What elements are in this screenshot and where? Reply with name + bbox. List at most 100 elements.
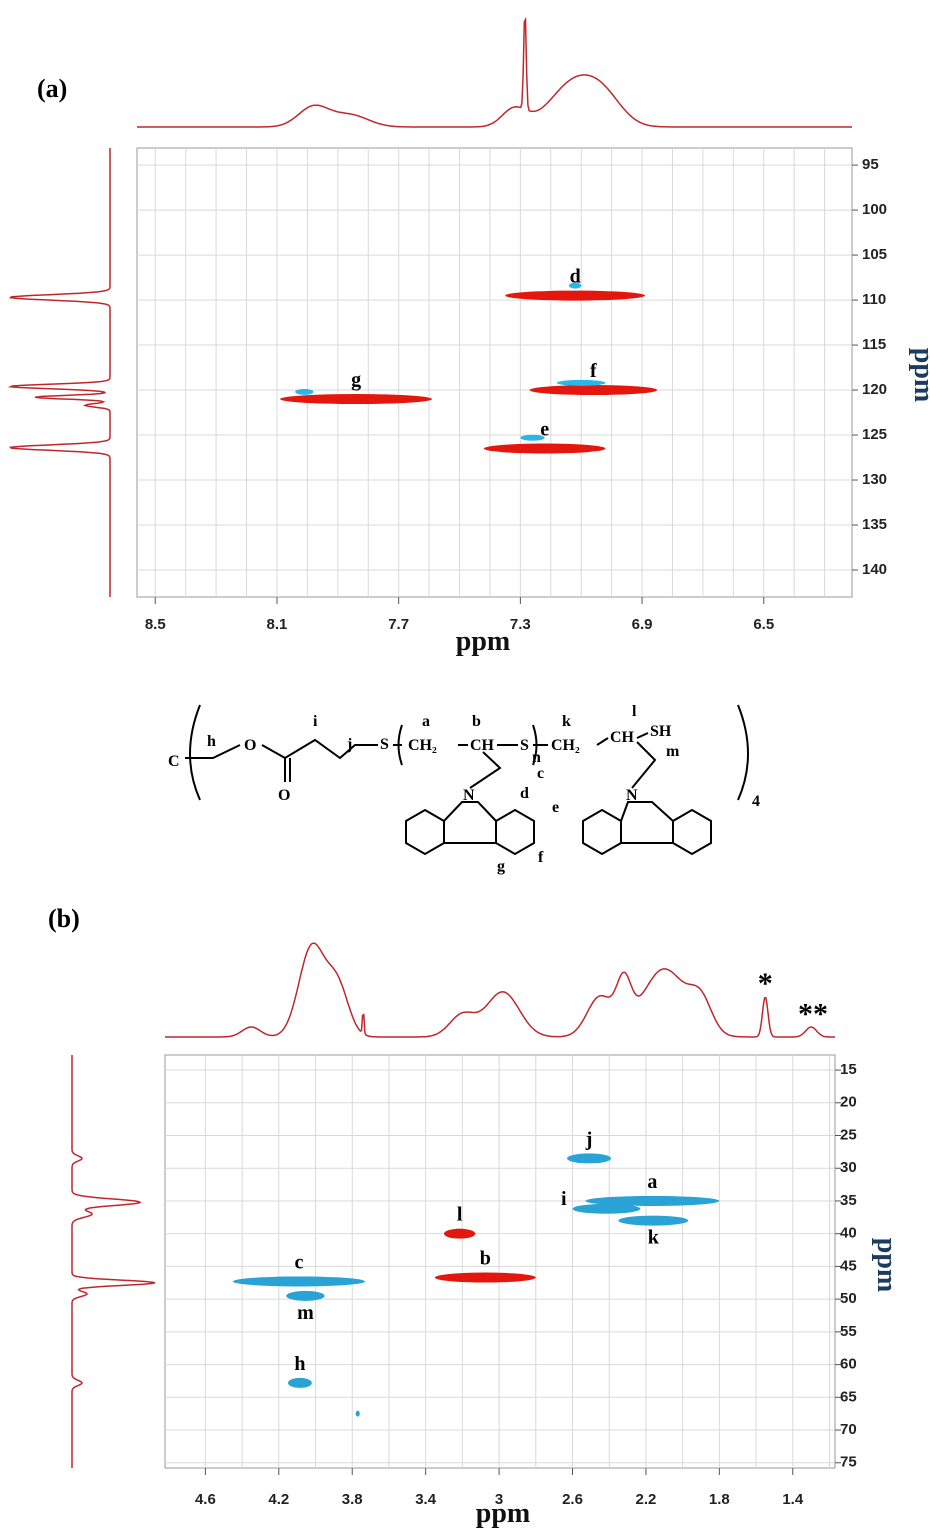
y-tick-label: 95 [862, 156, 879, 173]
bracket [737, 704, 749, 801]
x-tick-label: 8.1 [267, 616, 288, 633]
peak-label: e [540, 419, 549, 441]
label: k [562, 713, 571, 730]
cross-peak [280, 394, 433, 405]
y-tick-label: 70 [840, 1421, 857, 1438]
label: l [632, 703, 637, 720]
y-tick-label: 140 [862, 561, 887, 578]
y-tick-label: 25 [840, 1126, 857, 1143]
cross-peak [286, 1290, 325, 1301]
y-tick-label: 60 [840, 1356, 857, 1373]
y-tick-label: 105 [862, 246, 887, 263]
y-axis-label: ppm [871, 1238, 902, 1292]
bracket [189, 704, 201, 801]
atom: CH₂ [408, 737, 437, 754]
atom: O [278, 787, 290, 804]
ring [495, 808, 535, 856]
atom: O [244, 737, 256, 754]
bond [469, 751, 502, 789]
y-tick-label: 75 [840, 1454, 857, 1471]
peak-label: b [480, 1248, 491, 1270]
plot-area [136, 147, 853, 598]
x-tick-label: 1.4 [782, 1491, 804, 1508]
label: j [346, 736, 352, 753]
ring [672, 808, 712, 856]
x-tick-label: 6.5 [753, 616, 774, 633]
plot-area [164, 1054, 836, 1469]
cross-peak [520, 434, 545, 441]
bond [261, 738, 378, 760]
peak-label: i [561, 1188, 567, 1210]
ring [405, 808, 445, 856]
y-tick-label: 125 [862, 426, 887, 443]
cross-peak [232, 1276, 366, 1287]
peak-label: h [294, 1353, 305, 1375]
label: i [313, 713, 318, 730]
peak-label: k [648, 1227, 660, 1249]
x-tick-label: 3.8 [342, 1491, 363, 1508]
label: c [537, 765, 544, 782]
cross-peak [444, 1228, 476, 1239]
label: h [207, 733, 216, 750]
cross-peak [434, 1272, 536, 1283]
x-tick-label: 3 [495, 1491, 503, 1508]
label: e [552, 799, 559, 816]
panel: (b) 4.6 4.2 3.8 3.4 3 2.6 2.2 1.8 1.4 15 20 25 30 35 40… [48, 904, 902, 1529]
y-tick-label: 20 [840, 1094, 857, 1111]
cross-peak [567, 1153, 612, 1164]
cross-peak [295, 388, 314, 395]
panel-label: (a) [37, 74, 67, 103]
atom: S [380, 736, 389, 753]
panel: (a) 8.5 8.1 7.7 7.3 6.9 6.5 95 100 105 110 115 120 12… [7, 16, 930, 657]
peak-label: j [585, 1128, 593, 1150]
y-tick-label: 135 [862, 516, 887, 533]
x-tick-label: 2.2 [636, 1491, 657, 1508]
peak-label: a [647, 1171, 657, 1193]
ring [620, 801, 674, 822]
peak-label: g [351, 369, 361, 391]
x-tick-label: 2.6 [562, 1491, 583, 1508]
label: b [472, 713, 481, 730]
label: f [538, 849, 544, 866]
annotation: * [758, 967, 773, 1000]
y-tick-label: 115 [862, 336, 886, 353]
projection-left [7, 148, 111, 597]
cross-peak [287, 1377, 312, 1388]
cross-peak [505, 290, 646, 301]
cross-peak [355, 1410, 360, 1417]
y-tick-label: 100 [862, 201, 887, 218]
x-tick-label: 3.4 [415, 1491, 437, 1508]
peak-label: c [295, 1251, 304, 1273]
atom: C [168, 753, 180, 770]
bond [636, 732, 649, 739]
cross-peak [483, 443, 606, 454]
cross-peak [572, 1203, 641, 1214]
peak-label: l [457, 1204, 463, 1226]
bond [631, 741, 657, 789]
cross-peak [569, 282, 582, 289]
y-tick-label: 35 [840, 1192, 857, 1209]
y-tick-label: 55 [840, 1323, 857, 1340]
atom: N [463, 787, 475, 804]
cross-peak [585, 1195, 720, 1206]
y-axis-label: ppm [908, 348, 930, 402]
y-tick-label: 40 [840, 1225, 857, 1242]
x-tick-label: 8.5 [145, 616, 166, 633]
panel-label: (b) [48, 904, 80, 933]
x-tick-label: 7.7 [388, 616, 409, 633]
peak-label: f [590, 360, 597, 382]
x-tick-label: 4.2 [268, 1491, 289, 1508]
atom: N [626, 787, 638, 804]
ring [582, 808, 622, 856]
atom: CH [610, 729, 635, 746]
label: g [497, 858, 505, 875]
peak-label: d [570, 266, 581, 288]
structure: C h O i j S a CH₂ b CH S n c k CH₂ l CH … [168, 703, 760, 875]
atom: CH₂ [551, 737, 580, 754]
peak-label: m [297, 1302, 314, 1324]
projection-top [137, 16, 852, 128]
projection-left [71, 1055, 156, 1468]
label: a [422, 713, 430, 730]
y-tick-label: 110 [862, 291, 886, 308]
y-tick-label: 30 [840, 1159, 857, 1176]
